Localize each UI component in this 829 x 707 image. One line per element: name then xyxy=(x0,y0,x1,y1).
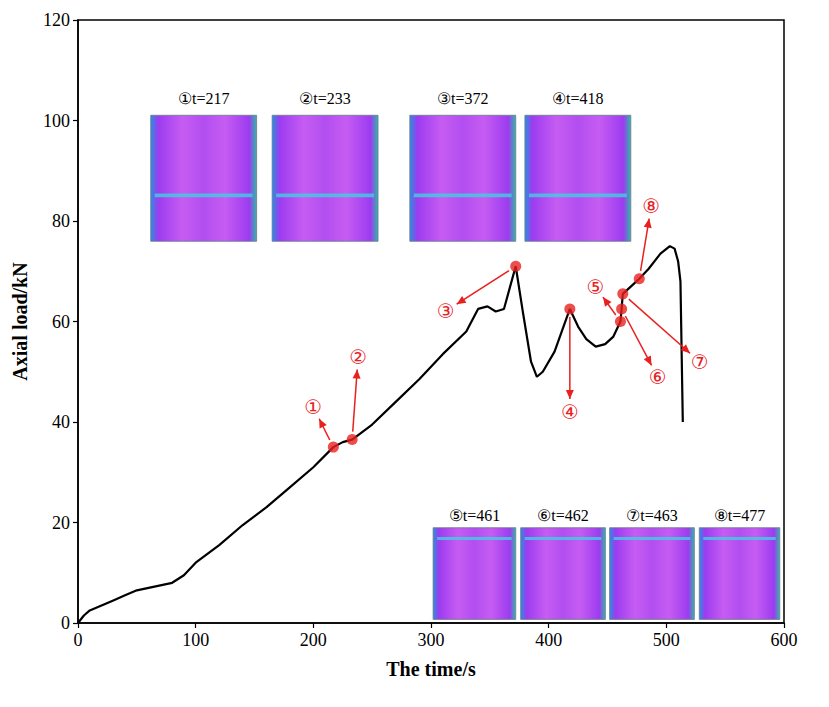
svg-text:③: ③ xyxy=(437,299,455,323)
svg-text:⑦: ⑦ xyxy=(691,350,709,374)
svg-text:600: 600 xyxy=(771,630,798,650)
svg-text:②t=233: ②t=233 xyxy=(299,90,350,107)
svg-text:⑥t=462: ⑥t=462 xyxy=(537,507,588,524)
svg-text:40: 40 xyxy=(52,412,70,432)
svg-text:⑥: ⑥ xyxy=(649,365,667,389)
svg-text:⑧t=477: ⑧t=477 xyxy=(714,507,765,524)
svg-text:⑦t=463: ⑦t=463 xyxy=(626,507,677,524)
svg-text:20: 20 xyxy=(52,513,70,533)
svg-text:①: ① xyxy=(304,395,322,419)
svg-text:120: 120 xyxy=(43,10,70,30)
svg-text:0: 0 xyxy=(61,613,70,633)
svg-text:0: 0 xyxy=(74,630,83,650)
svg-text:400: 400 xyxy=(535,630,562,650)
svg-text:⑤: ⑤ xyxy=(586,275,604,299)
svg-text:Axial load/kN: Axial load/kN xyxy=(9,262,31,381)
svg-text:⑤t=461: ⑤t=461 xyxy=(449,507,500,524)
svg-text:300: 300 xyxy=(418,630,445,650)
svg-text:④t=418: ④t=418 xyxy=(552,90,603,107)
svg-text:100: 100 xyxy=(182,630,209,650)
svg-text:③t=372: ③t=372 xyxy=(437,90,488,107)
svg-text:②: ② xyxy=(349,345,367,369)
svg-text:60: 60 xyxy=(52,312,70,332)
svg-text:80: 80 xyxy=(52,211,70,231)
svg-text:④: ④ xyxy=(561,400,579,424)
svg-text:The time/s: The time/s xyxy=(386,658,476,680)
svg-text:500: 500 xyxy=(653,630,680,650)
svg-text:200: 200 xyxy=(300,630,327,650)
svg-text:①t=217: ①t=217 xyxy=(178,90,229,107)
svg-text:⑧: ⑧ xyxy=(642,194,660,218)
svg-text:100: 100 xyxy=(43,111,70,131)
